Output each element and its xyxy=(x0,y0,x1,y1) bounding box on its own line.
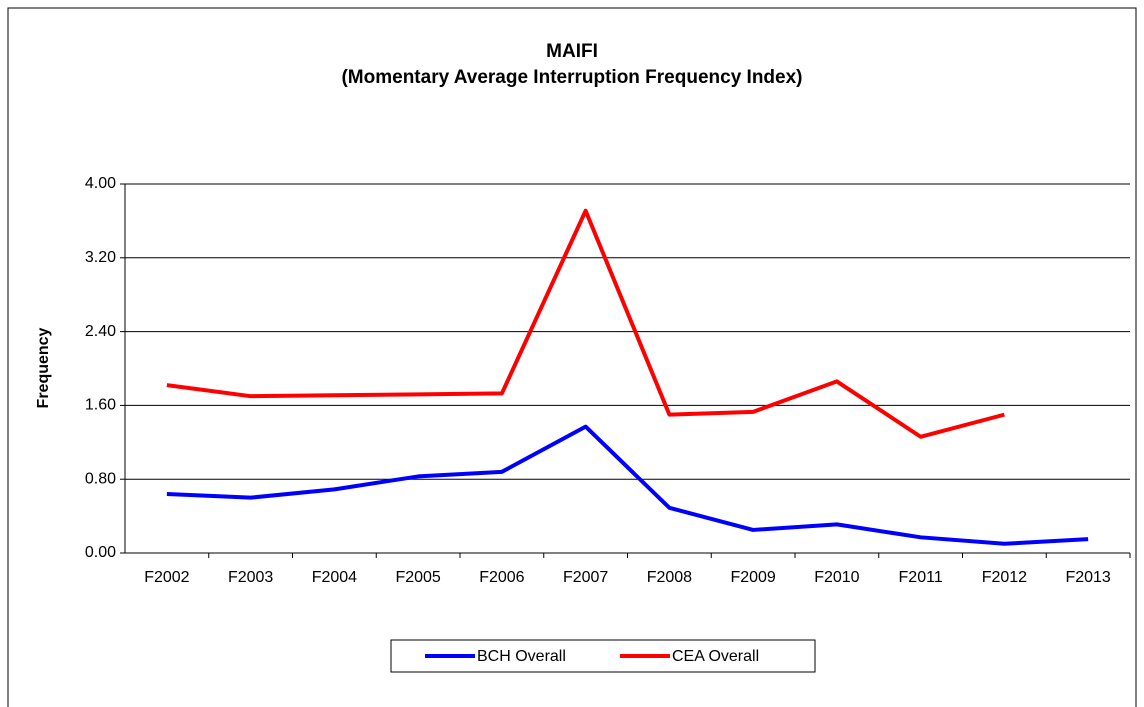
x-tick-label: F2006 xyxy=(479,569,524,586)
y-tick-label: 1.60 xyxy=(85,397,116,414)
series-line xyxy=(166,208,1005,439)
chart-title: MAIFI xyxy=(546,41,598,62)
x-tick-label: F2004 xyxy=(312,569,357,586)
x-tick-label: F2010 xyxy=(814,569,859,586)
x-tick-label: F2011 xyxy=(899,569,943,586)
x-tick-label: F2013 xyxy=(1065,569,1110,586)
y-tick-label: 2.40 xyxy=(85,323,116,340)
legend-label: BCH Overall xyxy=(477,648,566,665)
x-tick-label: F2002 xyxy=(144,569,189,586)
y-axis-label: Frequency xyxy=(35,327,52,408)
series-line xyxy=(166,424,1089,546)
chart-subtitle: (Momentary Average Interruption Frequenc… xyxy=(341,67,802,88)
y-tick-label: 0.80 xyxy=(85,470,116,487)
y-tick-label: 3.20 xyxy=(85,249,116,266)
y-tick-label: 0.00 xyxy=(85,544,116,561)
x-tick-label: F2005 xyxy=(395,569,440,586)
legend-label: CEA Overall xyxy=(672,648,759,665)
x-tick-label: F2012 xyxy=(982,569,1027,586)
x-tick-label: F2008 xyxy=(647,569,692,586)
x-tick-label: F2009 xyxy=(730,569,775,586)
x-tick-label: F2003 xyxy=(228,569,273,586)
chart-border xyxy=(7,7,1137,707)
x-tick-label: F2007 xyxy=(563,569,608,586)
y-tick-label: 4.00 xyxy=(85,175,116,192)
